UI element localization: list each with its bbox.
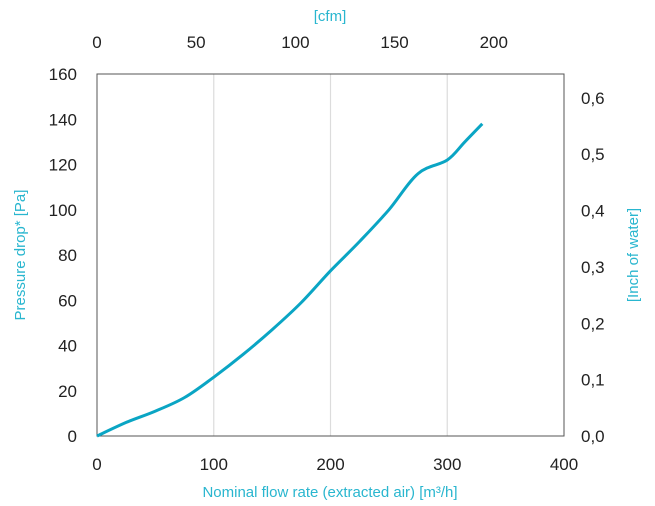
right-tick-label: 0,1 (581, 371, 605, 390)
y-tick-label: 40 (58, 337, 77, 356)
right-tick-label: 0,5 (581, 145, 605, 164)
top-tick-label: 200 (480, 33, 508, 52)
top-axis-title: [cfm] (314, 8, 347, 25)
top-axis-tick-labels: 0 50 100 150 200 (92, 33, 508, 52)
grid-lines (213, 74, 448, 436)
y-axis-title: Pressure drop* [Pa] (12, 190, 29, 321)
right-tick-label: 0,0 (581, 427, 605, 446)
top-tick-label: 100 (281, 33, 309, 52)
top-tick-label: 0 (92, 33, 101, 52)
y-tick-label: 80 (58, 246, 77, 265)
right-tick-label: 0,2 (581, 314, 605, 333)
y-tick-label: 140 (49, 110, 77, 129)
x-tick-label: 200 (316, 455, 344, 474)
top-tick-label: 150 (380, 33, 408, 52)
x-tick-label: 0 (92, 455, 101, 474)
right-tick-label: 0,3 (581, 258, 605, 277)
y-tick-labels: 0 20 40 60 80 100 120 140 160 (49, 65, 77, 446)
right-axis-title: [Inch of water] (625, 208, 642, 302)
x-tick-label: 400 (550, 455, 578, 474)
y-tick-label: 0 (68, 427, 77, 446)
y-tick-label: 60 (58, 291, 77, 310)
y-tick-label: 20 (58, 382, 77, 401)
x-tick-labels: 0 100 200 300 400 (92, 455, 578, 474)
x-tick-label: 300 (433, 455, 461, 474)
top-tick-label: 50 (187, 33, 206, 52)
x-tick-label: 100 (200, 455, 228, 474)
plot-frame (96, 73, 565, 437)
series-line (96, 122, 484, 438)
y-tick-label: 160 (49, 65, 77, 84)
right-tick-label: 0,4 (581, 202, 605, 221)
y-tick-label: 100 (49, 201, 77, 220)
right-tick-label: 0,6 (581, 89, 605, 108)
y-tick-label: 120 (49, 156, 77, 175)
right-axis-tick-labels: 0,0 0,1 0,2 0,3 0,4 0,5 0,6 (581, 89, 605, 446)
x-axis-title: Nominal flow rate (extracted air) [m³/h] (202, 484, 457, 501)
